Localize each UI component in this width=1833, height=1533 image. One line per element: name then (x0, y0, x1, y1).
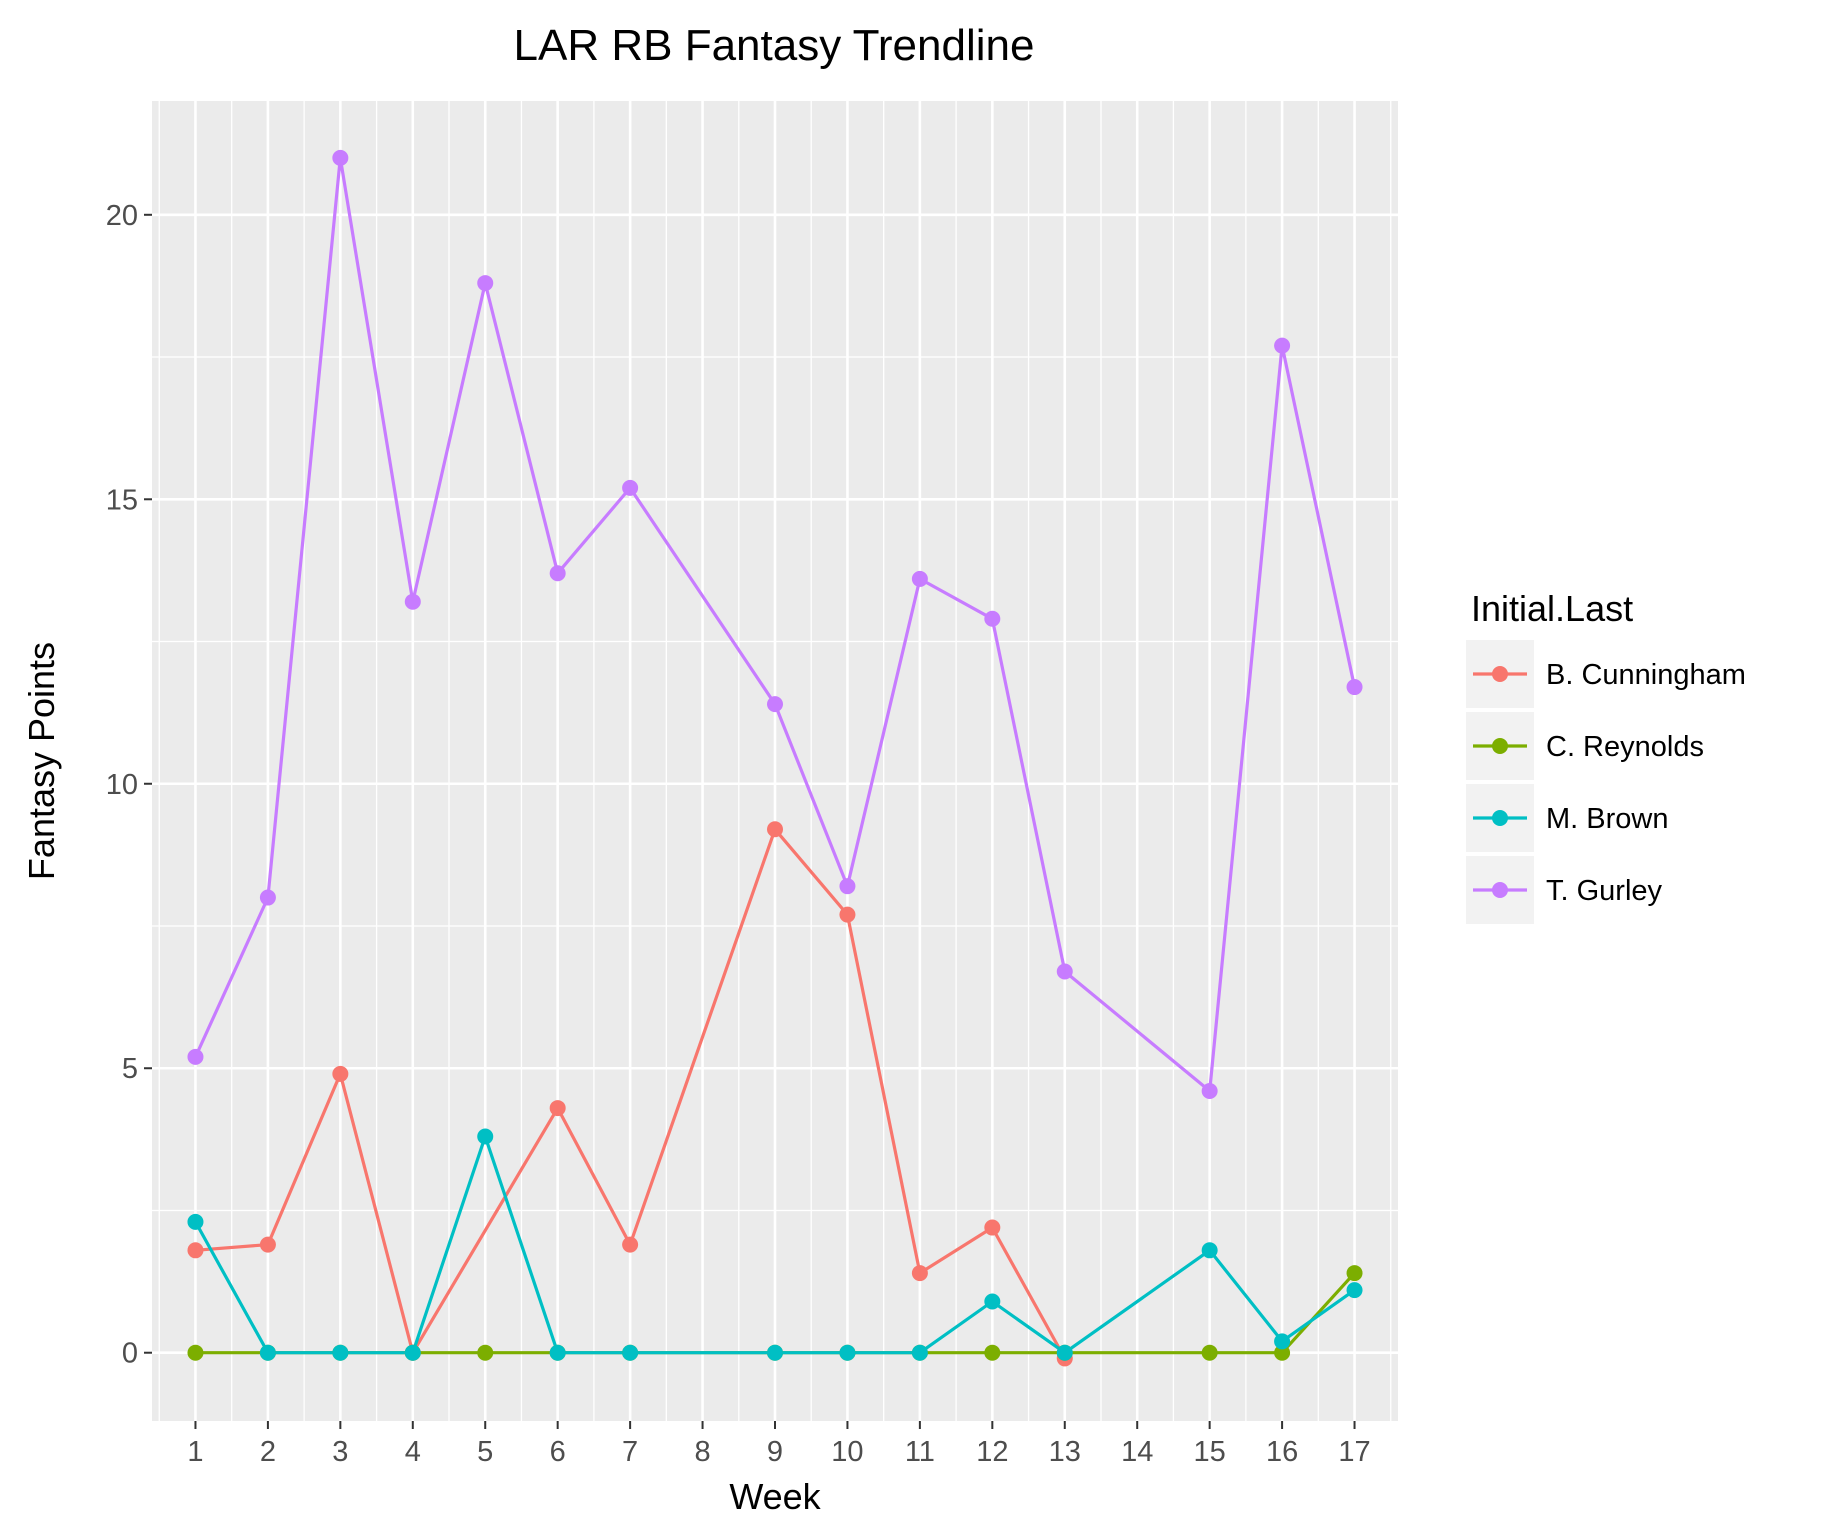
data-point (1201, 1242, 1218, 1259)
data-point (332, 1065, 349, 1082)
data-point (549, 1100, 566, 1117)
minor-gridlines (152, 101, 1398, 1421)
data-point (332, 149, 349, 166)
x-tick-label: 4 (405, 1436, 421, 1468)
x-tick-label: 16 (1266, 1436, 1298, 1468)
data-point (622, 1236, 639, 1253)
data-point (767, 821, 783, 838)
x-tick-label: 9 (767, 1436, 783, 1468)
data-point (1346, 1282, 1363, 1299)
x-tick-label: 7 (622, 1436, 638, 1468)
data-point (549, 565, 566, 582)
data-point (332, 1344, 349, 1361)
data-point (1201, 1083, 1218, 1099)
data-point (259, 1236, 276, 1253)
legend-label: M. Brown (1546, 803, 1668, 835)
x-tick-label: 14 (1121, 1436, 1153, 1468)
data-point (477, 1344, 494, 1361)
chart-title: LAR RB Fantasy Trendline (514, 21, 1035, 70)
x-tick-label: 10 (831, 1436, 863, 1468)
data-point (187, 1213, 204, 1230)
data-point (404, 593, 421, 610)
data-point (1201, 1344, 1218, 1361)
data-point (1346, 679, 1363, 696)
x-tick-label: 17 (1338, 1436, 1370, 1468)
x-tick-label: 15 (1194, 1436, 1226, 1468)
data-point (839, 878, 856, 895)
data-point (984, 1293, 1001, 1310)
data-point (1274, 1333, 1291, 1350)
data-point (259, 1344, 276, 1361)
y-axis-title: Fantasy Points (21, 642, 62, 880)
x-tick-label: 8 (694, 1436, 710, 1468)
data-point (259, 889, 276, 906)
x-tick-label: 12 (976, 1436, 1008, 1468)
legend-items: B. Cunningham C. Reynolds M. Brown T. Gurle… (1466, 640, 1746, 924)
data-point (839, 1344, 856, 1361)
legend-label: T. Gurley (1546, 875, 1663, 907)
data-point (549, 1344, 566, 1361)
x-tick-label: 2 (260, 1436, 276, 1468)
data-point (187, 1048, 204, 1065)
x-tick-label: 5 (477, 1436, 493, 1468)
legend-title: Initial.Last (1471, 588, 1633, 629)
data-point (622, 479, 639, 496)
data-point (911, 570, 928, 587)
y-tick-label: 15 (106, 484, 138, 516)
legend-key-point (1492, 738, 1508, 754)
plot-area (152, 101, 1398, 1421)
y-tick-label: 10 (106, 769, 138, 801)
data-point (1346, 1265, 1363, 1282)
x-tick-label: 11 (905, 1436, 935, 1468)
x-tick-label: 6 (550, 1436, 566, 1468)
y-tick-label: 0 (122, 1338, 138, 1370)
data-point (984, 610, 1001, 627)
data-point (622, 1344, 639, 1361)
y-tick-label: 20 (106, 200, 138, 232)
data-point (187, 1242, 204, 1259)
data-point (984, 1219, 1001, 1236)
legend-label: C. Reynolds (1546, 731, 1704, 763)
data-point (767, 1344, 783, 1361)
data-point (477, 275, 494, 292)
data-point (477, 1128, 494, 1145)
data-point (404, 1344, 421, 1361)
legend-key-point (1492, 666, 1508, 682)
data-point (1274, 337, 1291, 354)
data-point (187, 1344, 204, 1361)
x-tick-label: 1 (187, 1436, 203, 1468)
y-tick-label: 5 (122, 1053, 138, 1085)
data-point (767, 696, 783, 713)
data-point (911, 1344, 928, 1361)
major-gridlines (152, 101, 1398, 1421)
data-point (839, 906, 856, 923)
y-axis: 0 5 10 15 20 (106, 200, 152, 1370)
x-tick-label: 13 (1049, 1436, 1081, 1468)
data-point (911, 1265, 928, 1282)
data-point (984, 1344, 1001, 1361)
series-points (187, 149, 1363, 1367)
data-point (1056, 1344, 1073, 1361)
x-tick-label: 3 (332, 1436, 348, 1468)
legend-key-point (1492, 882, 1508, 898)
x-axis-title: Week (729, 1476, 821, 1517)
legend-key-point (1492, 810, 1508, 826)
data-point (1274, 1344, 1291, 1361)
legend-label: B. Cunningham (1546, 659, 1746, 691)
legend: Initial.Last B. Cunningham C. Reynolds M. … (1466, 588, 1746, 924)
data-point (1056, 963, 1073, 980)
x-axis: 1 2 3 4 5 6 7 8 9 10 11 12 13 14 15 16 17 (187, 1421, 1371, 1468)
